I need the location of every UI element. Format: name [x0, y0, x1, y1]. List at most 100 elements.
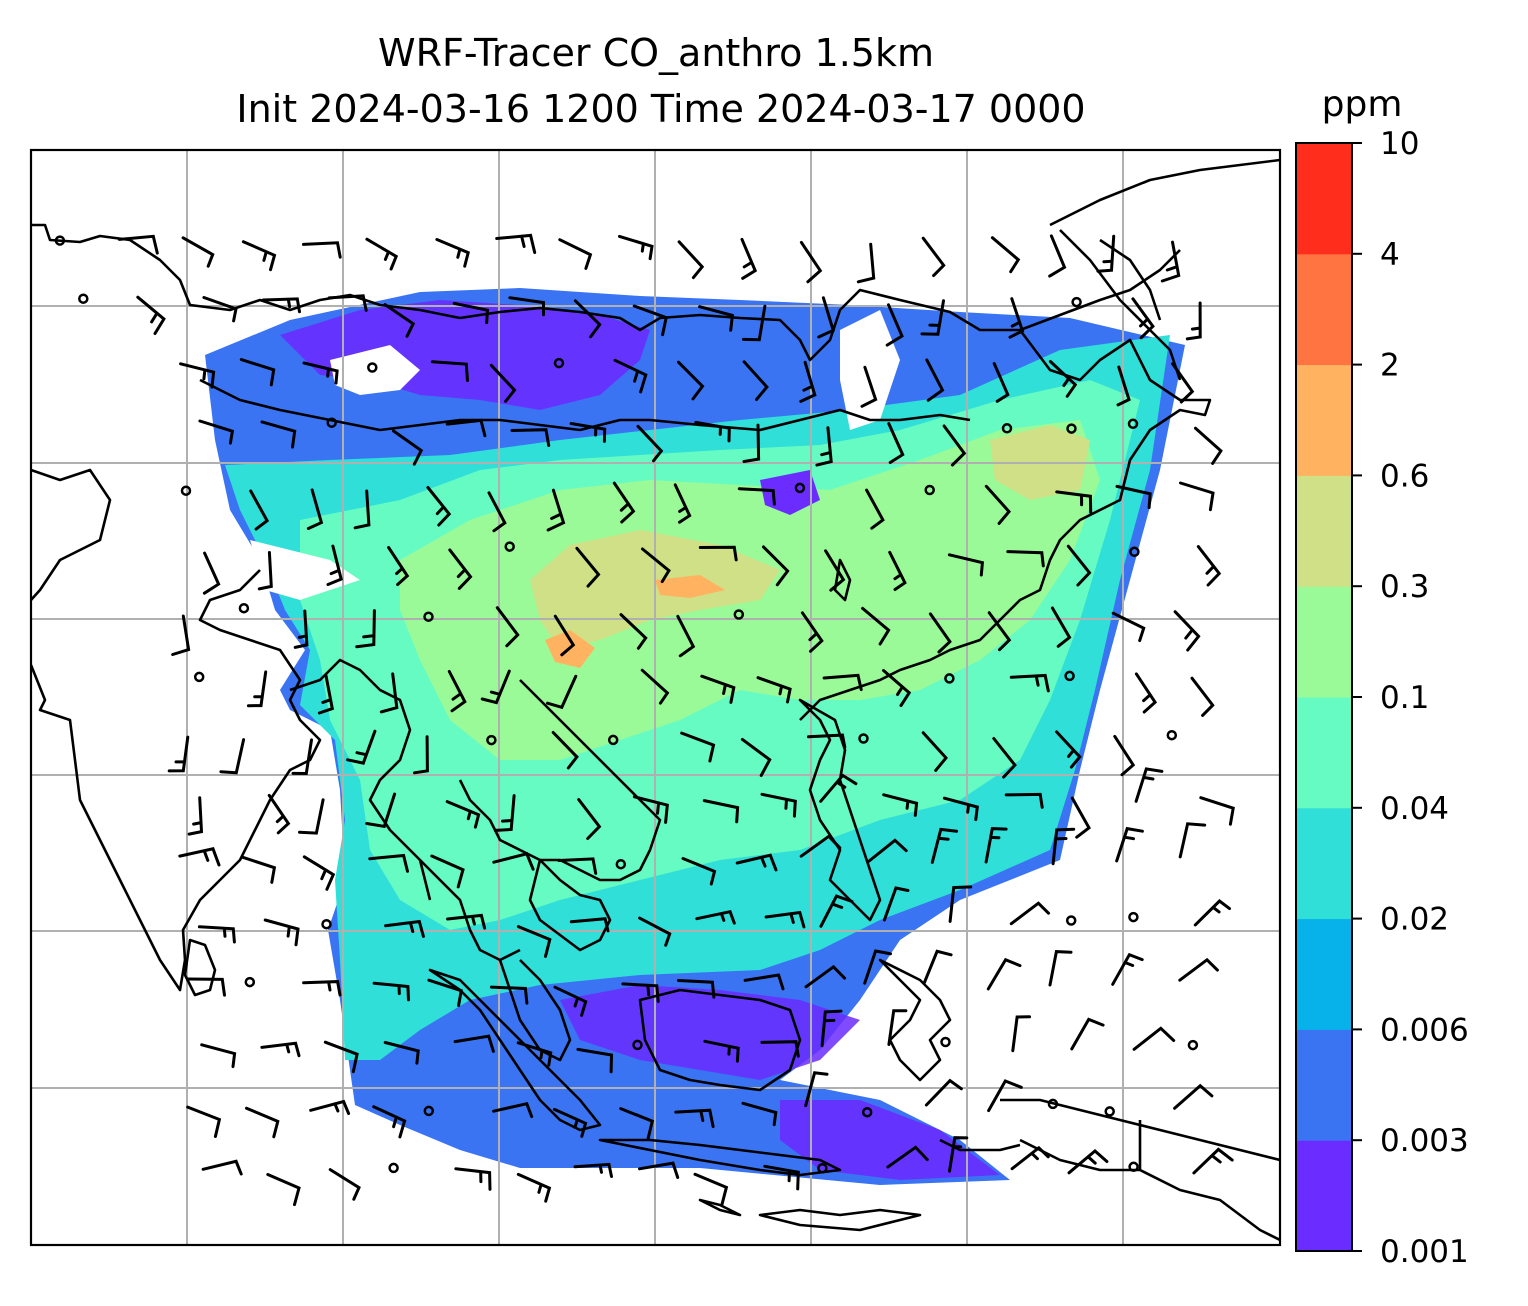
- wind-barb: [819, 773, 858, 803]
- wind-barb: [302, 241, 342, 259]
- wind-barb: [819, 894, 854, 928]
- colorbar-band: [1296, 143, 1352, 255]
- calm-wind-circle: [1127, 418, 1139, 430]
- wind-barb: [695, 909, 736, 925]
- wind-barb: [1011, 1015, 1031, 1053]
- colorbar-band: [1296, 1029, 1352, 1141]
- wind-barb: [741, 1101, 778, 1127]
- wind-barb: [516, 1041, 553, 1067]
- wind-barb: [346, 729, 377, 765]
- wind-barb: [800, 611, 824, 653]
- coast-philippines: [798, 698, 882, 922]
- wind-barb: [576, 1047, 614, 1074]
- wind-barb: [355, 609, 376, 649]
- wind-barb: [822, 673, 863, 692]
- wind-barb: [638, 916, 672, 947]
- wind-barb: [632, 795, 669, 824]
- coast-sulawesi: [878, 958, 952, 1082]
- wind-barb: [1067, 1149, 1109, 1175]
- colorbar-tick-label: 0.003: [1380, 1123, 1469, 1159]
- wind-barb: [171, 614, 191, 656]
- wind-barb: [641, 547, 671, 584]
- wind-barb: [1178, 957, 1219, 982]
- tracer-gap-east: [840, 310, 900, 430]
- wind-barb: [167, 735, 190, 773]
- wind-barb: [1050, 606, 1072, 648]
- wind-barb: [302, 361, 339, 385]
- colorbar-tick-label: 4: [1380, 237, 1400, 273]
- wind-barb: [302, 980, 342, 997]
- wind-barb: [448, 548, 473, 590]
- wind-barb: [327, 294, 368, 312]
- wind-barb: [799, 360, 817, 403]
- wind-barb: [1173, 1083, 1214, 1110]
- wind-barb: [930, 827, 959, 864]
- wind-barb: [1111, 611, 1146, 643]
- colorbar-ticks: 0.001 0.003 0.006 0.02 0.04 0.1 0.3 0.6 2 4 10: [1352, 126, 1469, 1270]
- wind-barb: [619, 613, 648, 650]
- wind-barb: [799, 834, 842, 858]
- wind-barb: [197, 925, 236, 944]
- coast-india: [31, 468, 322, 992]
- title-line1: WRF-Tracer CO_anthro 1.5km: [378, 31, 934, 75]
- coast-andaman: [418, 859, 432, 901]
- wind-barb: [621, 982, 660, 1003]
- wind-barb: [445, 800, 481, 829]
- wind-barb: [453, 1034, 495, 1053]
- colorbar-band: [1296, 253, 1352, 366]
- wind-barb: [742, 360, 769, 401]
- wind-barb: [928, 612, 952, 654]
- coast-china-korea: [799, 158, 1280, 721]
- wind-barb: [863, 949, 892, 985]
- wind-barb: [887, 1009, 908, 1046]
- wind-barb: [1048, 360, 1078, 398]
- wind-barb: [1070, 1017, 1105, 1051]
- coast-borneo: [638, 988, 802, 1092]
- wind-barb: [987, 611, 1012, 652]
- wind-barb: [426, 486, 452, 527]
- coast-java: [598, 1138, 842, 1177]
- wind-barb: [445, 418, 487, 438]
- wind-barb: [353, 489, 371, 530]
- calm-wind-circle: [615, 858, 627, 870]
- wind-barb: [577, 798, 602, 840]
- wind-barb: [992, 362, 1010, 403]
- wind-barb: [368, 853, 409, 873]
- calm-wind-circle: [423, 611, 434, 622]
- wind-barb: [632, 304, 668, 337]
- wind-barb: [200, 1043, 237, 1069]
- wind-barb: [619, 1107, 655, 1140]
- wind-barb: [924, 1078, 963, 1107]
- wind-barb: [186, 977, 226, 997]
- wind-barb: [856, 242, 876, 284]
- wind-barb: [948, 1136, 969, 1173]
- wind-barb: [1055, 490, 1093, 514]
- map-panel: [31, 150, 1280, 1245]
- wind-barb: [187, 796, 204, 836]
- wind-barb: [763, 1164, 800, 1191]
- colorbar-tick-label: 0.001: [1380, 1234, 1469, 1270]
- colorbar-tick-label: 0.02: [1380, 902, 1449, 938]
- calm-wind-circle: [817, 1162, 828, 1174]
- wind-barb: [742, 304, 767, 342]
- calm-wind-circle: [388, 1162, 399, 1174]
- calm-wind-circle: [180, 485, 192, 496]
- coast-gulf-thailand: [528, 858, 612, 952]
- wind-barb: [677, 979, 716, 999]
- wind-barb: [694, 420, 731, 443]
- wind-barb: [636, 424, 664, 463]
- wind-barb: [246, 670, 268, 708]
- wind-barb: [1178, 822, 1207, 859]
- wind-barb: [700, 674, 736, 704]
- wind-barb: [1066, 544, 1092, 587]
- wind-barb: [986, 957, 1022, 991]
- wind-barb: [760, 1040, 800, 1058]
- colorbar-tick-label: 0.04: [1380, 791, 1449, 827]
- wind-barb: [921, 731, 948, 772]
- wind-barb: [762, 545, 790, 587]
- calm-wind-circle: [1047, 1098, 1059, 1110]
- wind-barb: [186, 1105, 222, 1138]
- colorbar-tick-label: 0.006: [1380, 1012, 1469, 1048]
- wind-barb: [799, 240, 823, 284]
